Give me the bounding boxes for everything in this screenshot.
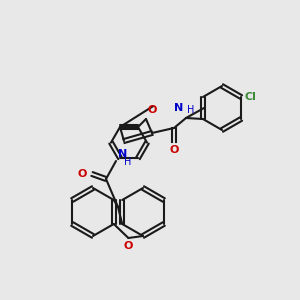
Text: H: H [124, 157, 131, 167]
Text: N: N [118, 149, 127, 159]
Text: H: H [187, 105, 194, 115]
Text: O: O [124, 241, 133, 251]
Text: N: N [174, 103, 183, 113]
Text: Cl: Cl [244, 92, 256, 102]
Text: O: O [78, 169, 87, 179]
Text: O: O [148, 105, 158, 115]
Text: O: O [169, 145, 179, 155]
